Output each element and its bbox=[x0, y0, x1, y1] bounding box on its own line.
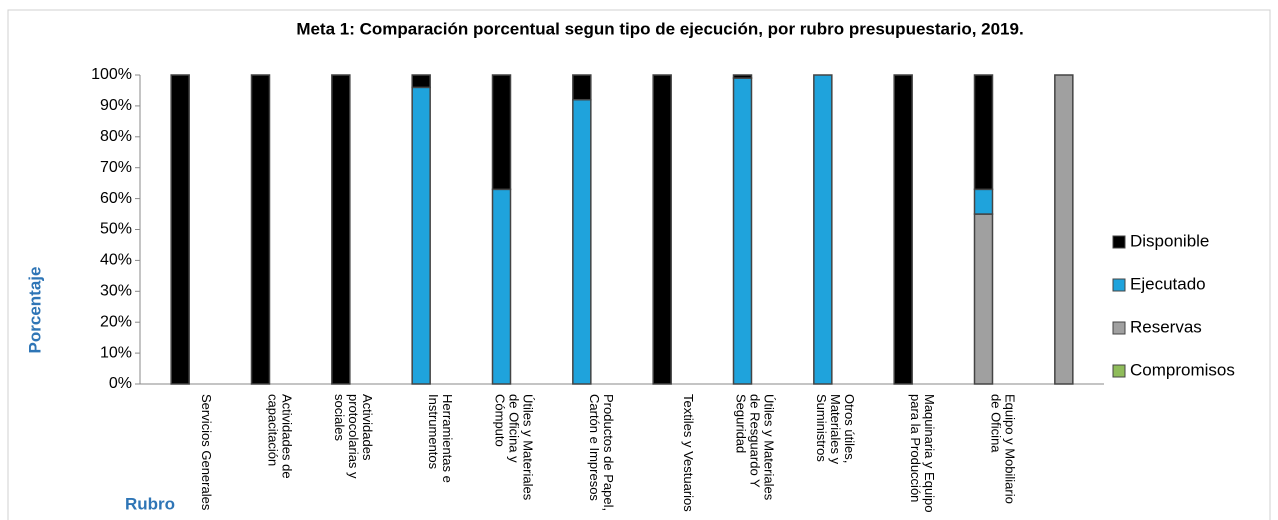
y-tick-label: 70% bbox=[100, 159, 132, 176]
x-tick-label: Actividades de capacitación bbox=[265, 394, 294, 479]
bar-segment bbox=[1054, 74, 1074, 385]
bar-segment bbox=[411, 74, 431, 89]
bar-segment bbox=[331, 74, 351, 385]
legend-label: Reservas bbox=[1130, 317, 1202, 336]
y-tick-label: 30% bbox=[100, 283, 132, 300]
bar-segment bbox=[973, 74, 994, 191]
y-tick-label: 40% bbox=[100, 252, 132, 269]
bar-segment bbox=[813, 74, 833, 385]
bar-segment bbox=[170, 74, 190, 385]
chart-title: Meta 1: Comparación porcentual segun tip… bbox=[296, 19, 1023, 38]
y-tick-label: 20% bbox=[100, 313, 132, 330]
bar-segment bbox=[491, 74, 512, 191]
y-tick-label: 90% bbox=[100, 97, 132, 114]
legend-label: Disponible bbox=[1130, 231, 1209, 250]
y-tick-label: 60% bbox=[100, 190, 132, 207]
y-tick-label: 10% bbox=[100, 344, 132, 361]
legend-swatch bbox=[1112, 364, 1126, 378]
y-tick-label: 100% bbox=[91, 66, 132, 83]
x-tick-label: Servicios Generales bbox=[199, 394, 214, 511]
y-axis-label: Porcentaje bbox=[25, 267, 44, 354]
bar-segment bbox=[652, 74, 672, 385]
x-tick-label: Equipo y Mobiliario de Oficina bbox=[988, 394, 1017, 504]
x-axis-label: Rubro bbox=[125, 494, 175, 513]
legend-swatch bbox=[1112, 321, 1126, 335]
legend-label: Compromisos bbox=[1130, 360, 1235, 379]
y-tick-label: 80% bbox=[100, 128, 132, 145]
legend-swatch bbox=[1112, 278, 1126, 292]
x-tick-label: Productos de Papel, Cartón e Impresos bbox=[586, 394, 615, 512]
bar-segment bbox=[411, 86, 431, 385]
y-tick-label: 0% bbox=[109, 375, 132, 392]
bar-segment bbox=[973, 213, 994, 385]
x-tick-label: Maquinaria y Equipo para la Producción bbox=[908, 394, 937, 513]
bar-segment bbox=[250, 74, 271, 385]
bar-segment bbox=[732, 77, 753, 385]
legend-label: Ejecutado bbox=[1130, 274, 1206, 293]
x-tick-label: Actividades protocolarias y sociales bbox=[331, 394, 374, 479]
x-tick-label: Otros útiles, Materiales y Suministros bbox=[813, 394, 856, 465]
bar-segment bbox=[572, 98, 592, 385]
bar-segment bbox=[572, 74, 592, 101]
x-tick-label: Útiles y Materiales de Oficina y Cómputo bbox=[492, 394, 535, 501]
bar-segment bbox=[893, 74, 913, 385]
bar-segment bbox=[973, 188, 994, 215]
bar-segment bbox=[491, 188, 512, 385]
bar-segment bbox=[732, 74, 753, 79]
y-tick-label: 50% bbox=[100, 221, 132, 238]
x-tick-label: Textiles y Vestuarios bbox=[681, 394, 696, 512]
x-tick-label: Herramientas e Instrumentos bbox=[426, 394, 455, 483]
x-tick-label: Útiles y Materiales de Resguardo Y Segur… bbox=[733, 394, 776, 501]
legend-swatch bbox=[1112, 235, 1126, 249]
